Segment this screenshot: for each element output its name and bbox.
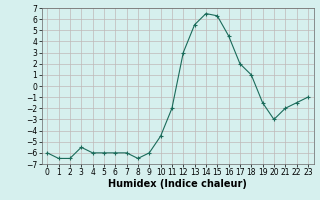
X-axis label: Humidex (Indice chaleur): Humidex (Indice chaleur) bbox=[108, 179, 247, 189]
